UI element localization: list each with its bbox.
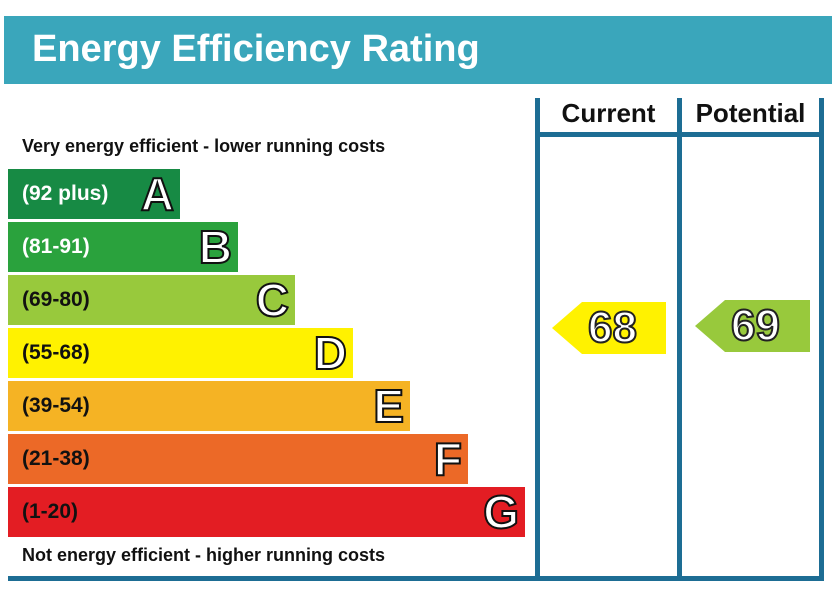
band-b: (81-91) B: [8, 220, 238, 274]
band-c-range: (69-80): [22, 288, 90, 311]
band-d-letter: D: [313, 326, 348, 380]
band-a: (92 plus) A: [8, 167, 180, 221]
band-d-range: (55-68): [22, 341, 90, 364]
potential-rating-value: 69: [730, 300, 781, 351]
band-c-letter: C: [255, 273, 290, 327]
bottom-caption: Not energy efficient - higher running co…: [22, 545, 386, 565]
current-rating-marker: 68: [552, 302, 666, 354]
frame-line-middle: [677, 98, 682, 580]
band-f-range: (21-38): [22, 447, 90, 470]
band-b-letter: B: [198, 220, 233, 274]
band-g: (1-20) G: [8, 485, 525, 539]
band-e: (39-54) E: [8, 379, 410, 433]
current-rating-value: 68: [587, 302, 638, 353]
bottom-frame-line: [8, 576, 824, 581]
header-divider-line: [535, 132, 824, 137]
potential-column-header: Potential: [695, 98, 806, 128]
band-a-letter: A: [140, 167, 175, 221]
band-f: (21-38) F: [8, 432, 468, 486]
potential-rating-marker: 69: [695, 300, 810, 352]
band-e-letter: E: [372, 379, 405, 433]
band-c: (69-80) C: [8, 273, 295, 327]
band-b-range: (81-91): [22, 235, 90, 258]
band-f-letter: F: [433, 432, 463, 486]
chart-title: Energy Efficiency Rating: [32, 28, 480, 70]
frame-line-left: [535, 98, 540, 580]
potential-arrow-icon: [695, 300, 810, 352]
frame-line-right: [819, 98, 824, 580]
current-arrow-icon: [552, 302, 666, 354]
current-column-header: Current: [561, 98, 656, 128]
band-d: (55-68) D: [8, 326, 353, 380]
band-g-letter: G: [482, 485, 520, 539]
band-e-range: (39-54): [22, 394, 90, 417]
header-bar: Energy Efficiency Rating: [4, 16, 832, 84]
top-caption: Very energy efficient - lower running co…: [22, 136, 386, 156]
band-a-range: (92 plus): [22, 182, 109, 205]
band-g-range: (1-20): [22, 500, 79, 523]
